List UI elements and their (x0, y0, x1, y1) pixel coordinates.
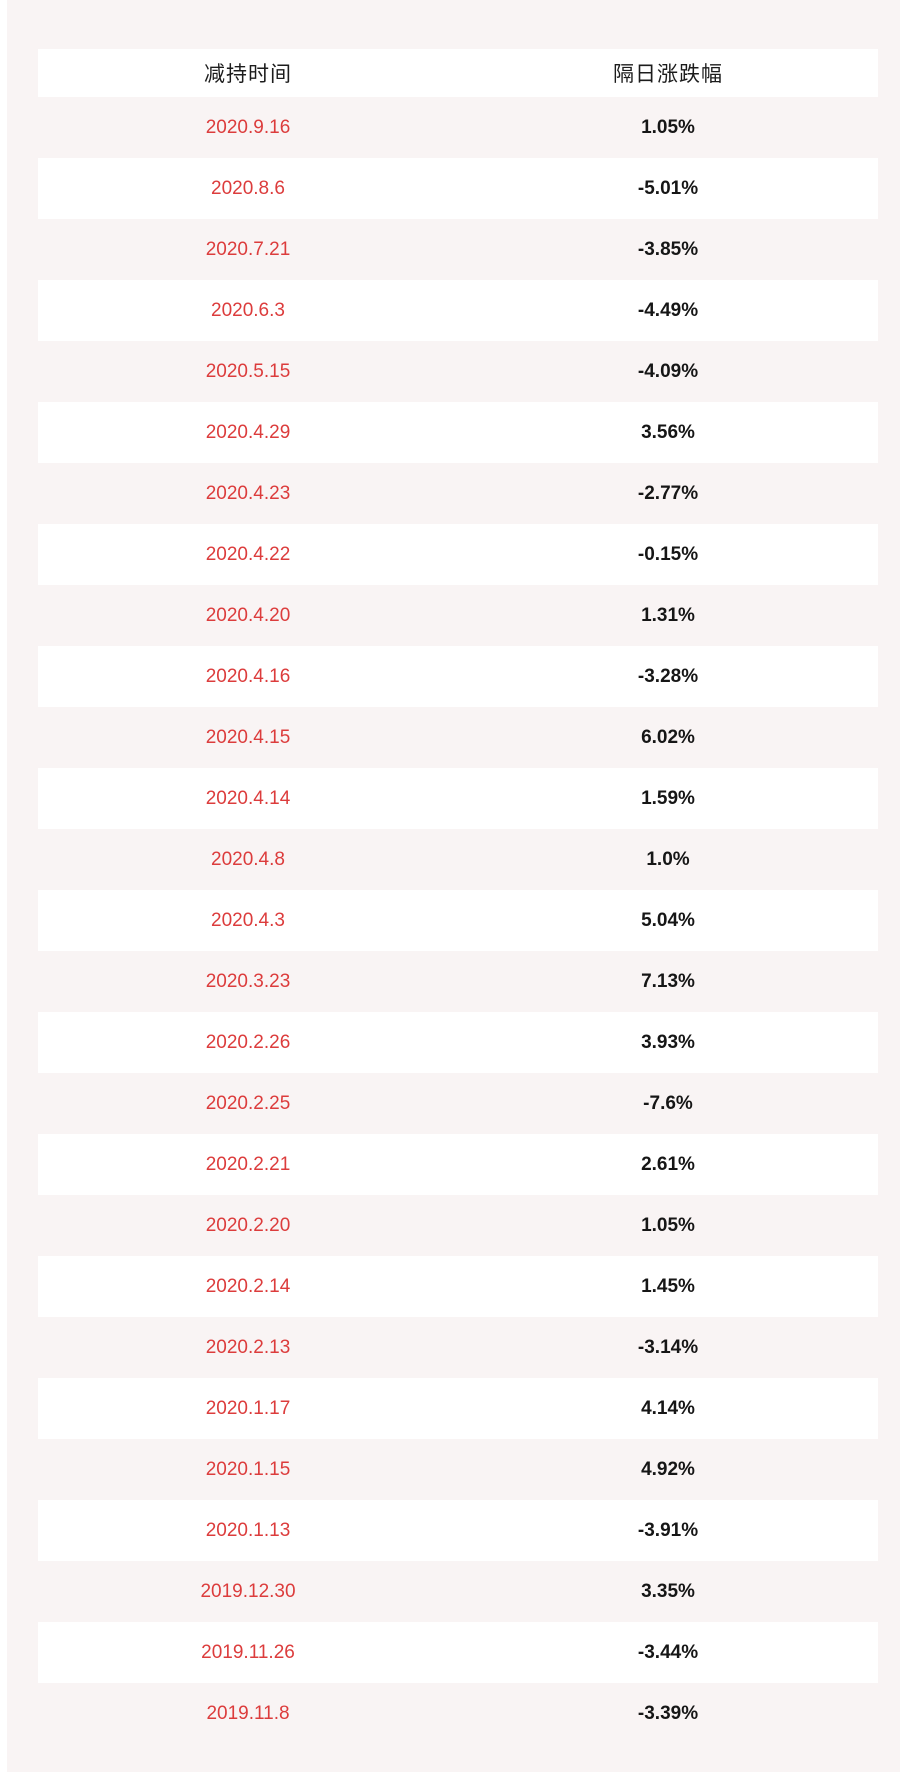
reduction-date-cell: 2019.12.30 (200, 1580, 296, 1602)
nextday-change-cell: 1.05% (641, 1214, 695, 1236)
table-row: 2020.1.17 4.14% (38, 1378, 878, 1439)
table-row: 2020.8.6 -5.01% (38, 158, 878, 219)
reduction-date-cell: 2020.3.23 (205, 970, 291, 992)
table-row: 2020.2.25 -7.6% (38, 1073, 878, 1134)
table-row: 2020.2.20 1.05% (38, 1195, 878, 1256)
table-row: 2020.4.22 -0.15% (38, 524, 878, 585)
table-row: 2020.1.15 4.92% (38, 1439, 878, 1500)
reduction-date-cell: 2020.5.15 (205, 360, 291, 382)
table-row: 2020.4.20 1.31% (38, 585, 878, 646)
nextday-change-cell: 3.93% (641, 1031, 695, 1053)
table-row: 2020.2.21 2.61% (38, 1134, 878, 1195)
reduction-date-cell: 2020.1.15 (205, 1458, 291, 1480)
table-row: 2020.7.21 -3.85% (38, 219, 878, 280)
nextday-change-cell: 1.45% (641, 1275, 695, 1297)
left-edge-strip (0, 0, 7, 1772)
nextday-change-cell: -3.91% (637, 1519, 699, 1541)
nextday-change-cell: 4.14% (641, 1397, 695, 1419)
table-row: 2019.12.30 3.35% (38, 1561, 878, 1622)
reduction-date-cell: 2020.4.23 (205, 482, 291, 504)
table-row: 2020.4.29 3.56% (38, 402, 878, 463)
reduction-date-cell: 2020.4.29 (205, 421, 291, 443)
table-row: 2019.11.8 -3.39% (38, 1683, 878, 1744)
table-row: 2020.4.8 1.0% (38, 829, 878, 890)
nextday-change-cell: -3.28% (637, 665, 699, 687)
reduction-date-cell: 2020.4.15 (205, 726, 291, 748)
reduction-date-cell: 2020.4.14 (205, 787, 291, 809)
table-row: 2020.4.14 1.59% (38, 768, 878, 829)
nextday-change-cell: 2.61% (641, 1153, 695, 1175)
reduction-date-cell: 2020.2.14 (205, 1275, 291, 1297)
column-header-nextday-change: 隔日涨跌幅 (613, 63, 723, 86)
nextday-change-cell: 3.56% (641, 421, 695, 443)
reduction-date-cell: 2020.4.3 (211, 909, 285, 931)
reduction-date-cell: 2020.8.6 (211, 177, 285, 199)
table-row: 2020.2.14 1.45% (38, 1256, 878, 1317)
nextday-change-cell: -3.44% (637, 1641, 699, 1663)
table-row: 2020.4.15 6.02% (38, 707, 878, 768)
nextday-change-cell: -3.39% (637, 1702, 699, 1724)
table-row: 2020.2.13 -3.14% (38, 1317, 878, 1378)
reduction-change-table: 减持时间 隔日涨跌幅 2020.9.16 1.05% 2020.8.6 -5.01% 2… (38, 49, 878, 1744)
reduction-date-cell: 2019.11.8 (206, 1702, 290, 1724)
table-header-row: 减持时间 隔日涨跌幅 (38, 49, 878, 97)
table-row: 2020.4.23 -2.77% (38, 463, 878, 524)
nextday-change-cell: -3.85% (637, 238, 699, 260)
reduction-date-cell: 2020.4.8 (211, 848, 285, 870)
reduction-date-cell: 2020.4.22 (205, 543, 291, 565)
table-row: 2020.9.16 1.05% (38, 97, 878, 158)
table-row: 2020.1.13 -3.91% (38, 1500, 878, 1561)
column-header-reduction-date: 减持时间 (204, 63, 292, 86)
nextday-change-cell: 1.59% (641, 787, 695, 809)
table-row: 2020.3.23 7.13% (38, 951, 878, 1012)
table-row: 2020.4.16 -3.28% (38, 646, 878, 707)
reduction-date-cell: 2020.4.16 (205, 665, 291, 687)
reduction-date-cell: 2020.2.13 (205, 1336, 291, 1358)
nextday-change-cell: 7.13% (641, 970, 695, 992)
table-row: 2020.4.3 5.04% (38, 890, 878, 951)
nextday-change-cell: 5.04% (641, 909, 695, 931)
reduction-date-cell: 2019.11.26 (201, 1641, 295, 1663)
reduction-date-cell: 2020.6.3 (211, 299, 285, 321)
reduction-date-cell: 2020.2.20 (205, 1214, 291, 1236)
table-row: 2020.2.26 3.93% (38, 1012, 878, 1073)
nextday-change-cell: 1.31% (641, 604, 695, 626)
nextday-change-cell: -3.14% (637, 1336, 699, 1358)
nextday-change-cell: -4.49% (637, 299, 699, 321)
reduction-date-cell: 2020.2.26 (205, 1031, 291, 1053)
nextday-change-cell: -7.6% (643, 1092, 693, 1114)
nextday-change-cell: 1.05% (641, 116, 695, 138)
nextday-change-cell: 1.0% (646, 848, 690, 870)
table-row: 2019.11.26 -3.44% (38, 1622, 878, 1683)
nextday-change-cell: -4.09% (637, 360, 699, 382)
reduction-date-cell: 2020.1.13 (205, 1519, 291, 1541)
table-row: 2020.6.3 -4.49% (38, 280, 878, 341)
reduction-date-cell: 2020.1.17 (205, 1397, 291, 1419)
nextday-change-cell: 4.92% (641, 1458, 695, 1480)
reduction-date-cell: 2020.2.25 (205, 1092, 291, 1114)
reduction-date-cell: 2020.4.20 (205, 604, 291, 626)
nextday-change-cell: 6.02% (641, 726, 695, 748)
reduction-date-cell: 2020.2.21 (205, 1153, 291, 1175)
table-body: 2020.9.16 1.05% 2020.8.6 -5.01% 2020.7.21 -3.… (38, 97, 878, 1744)
reduction-date-cell: 2020.7.21 (205, 238, 291, 260)
reduction-date-cell: 2020.9.16 (205, 116, 291, 138)
nextday-change-cell: -0.15% (637, 543, 699, 565)
table-row: 2020.5.15 -4.09% (38, 341, 878, 402)
nextday-change-cell: -5.01% (637, 177, 699, 199)
nextday-change-cell: -2.77% (637, 482, 699, 504)
nextday-change-cell: 3.35% (641, 1580, 695, 1602)
